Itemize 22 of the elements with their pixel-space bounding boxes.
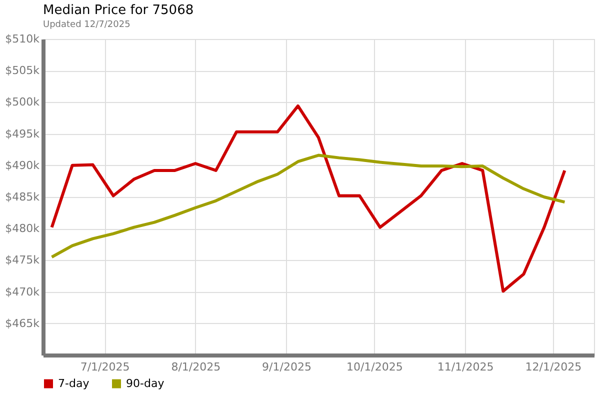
x-tick-label: 11/1/2025 [437,360,494,374]
line-series [50,154,566,259]
x-tick-label: 12/1/2025 [525,360,582,374]
y-tick-label: $505k [5,64,40,78]
legend-label: 90-day [126,376,165,390]
y-tick-label: $500k [5,96,40,109]
chart-subtitle: Updated 12/7/2025 [43,20,130,30]
x-tick-label: 9/1/2025 [262,360,312,374]
line-series [50,104,566,293]
y-tick-label: $480k [5,222,40,236]
y-tick-label: $490k [5,158,40,172]
chart-title: Median Price for 75068 [43,3,194,18]
x-tick-label: 7/1/2025 [80,360,130,374]
y-tick-label: $510k [5,32,40,46]
y-tick-label: $470k [5,285,40,298]
x-tick-label: 10/1/2025 [346,360,403,374]
y-tick-label: $485k [5,190,40,204]
y-tick-label: $475k [5,254,40,267]
x-tick-label: 8/1/2025 [171,360,221,374]
y-tick-label: $495k [5,127,40,140]
legend-label: 7-day [58,376,90,390]
y-tick-label: $465k [5,316,40,330]
